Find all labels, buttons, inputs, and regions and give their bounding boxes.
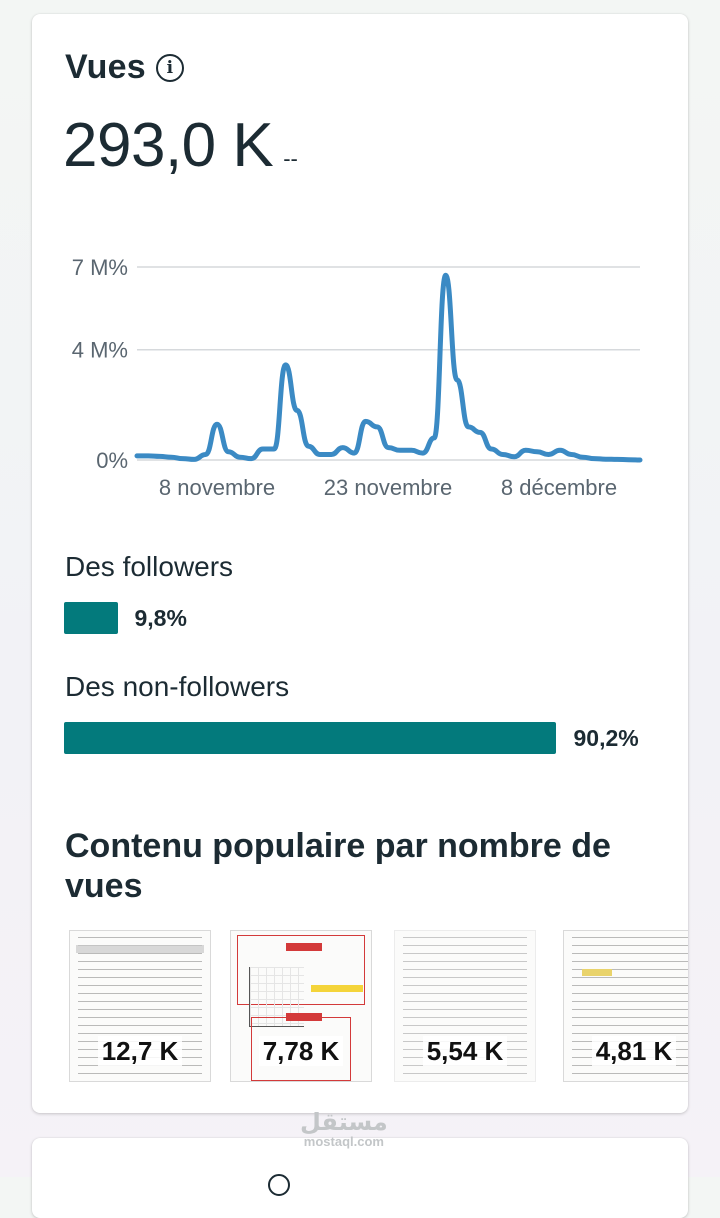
views-total: 293,0 K xyxy=(63,111,274,180)
popular-item-thumbnail[interactable]: 5,54 K xyxy=(394,930,536,1082)
y-tick-label: 4 M% xyxy=(72,338,128,363)
followers-bar xyxy=(64,602,118,634)
views-header: Vues i xyxy=(65,48,184,87)
popular-item-views: 12,7 K xyxy=(97,1036,183,1066)
watermark-logo: مستقل mostaql.com xyxy=(300,1108,388,1149)
popular-item-thumbnail[interactable]: 7,78 K xyxy=(230,930,372,1082)
views-line-chart[interactable]: 0% 4 M% 7 M% 8 novembre 23 novembre 8 décemb… xyxy=(32,229,688,519)
popular-item-views: 4,81 K xyxy=(591,1036,677,1066)
info-icon[interactable] xyxy=(268,1174,290,1196)
popular-item-views: 7,78 K xyxy=(258,1036,344,1066)
x-tick-label: 8 novembre xyxy=(159,475,275,500)
popular-content-title: Contenu populaire par nombre de vues xyxy=(65,827,611,905)
views-total-row: 293,0 K -- xyxy=(63,110,298,181)
followers-percent: 9,8% xyxy=(134,605,187,631)
x-tick-label: 8 décembre xyxy=(501,475,617,500)
popular-item-views: 5,54 K xyxy=(422,1036,508,1066)
y-tick-label: 7 M% xyxy=(72,255,128,280)
popular-item-thumbnail[interactable]: 12,7 K xyxy=(69,930,211,1082)
non-followers-label: Des non-followers xyxy=(65,671,290,702)
popular-content-carousel[interactable]: 12,7 K 7,78 K 5,54 K 4,81 K xyxy=(69,930,688,1082)
popular-item-thumbnail[interactable]: 4,81 K xyxy=(563,930,688,1082)
info-icon[interactable]: i xyxy=(155,53,184,82)
non-followers-bar xyxy=(64,722,557,754)
next-card xyxy=(32,1138,688,1218)
y-tick-label: 0% xyxy=(96,448,128,473)
views-card: Vues i 293,0 K -- 0% 4 M% 7 M% 8 novembre 2… xyxy=(32,14,688,1113)
non-followers-percent: 90,2% xyxy=(573,725,639,751)
followers-label: Des followers xyxy=(65,551,234,582)
views-series-line xyxy=(134,272,643,463)
x-tick-label: 23 novembre xyxy=(324,475,452,500)
views-title: Vues xyxy=(65,48,146,86)
views-delta: -- xyxy=(283,146,298,171)
